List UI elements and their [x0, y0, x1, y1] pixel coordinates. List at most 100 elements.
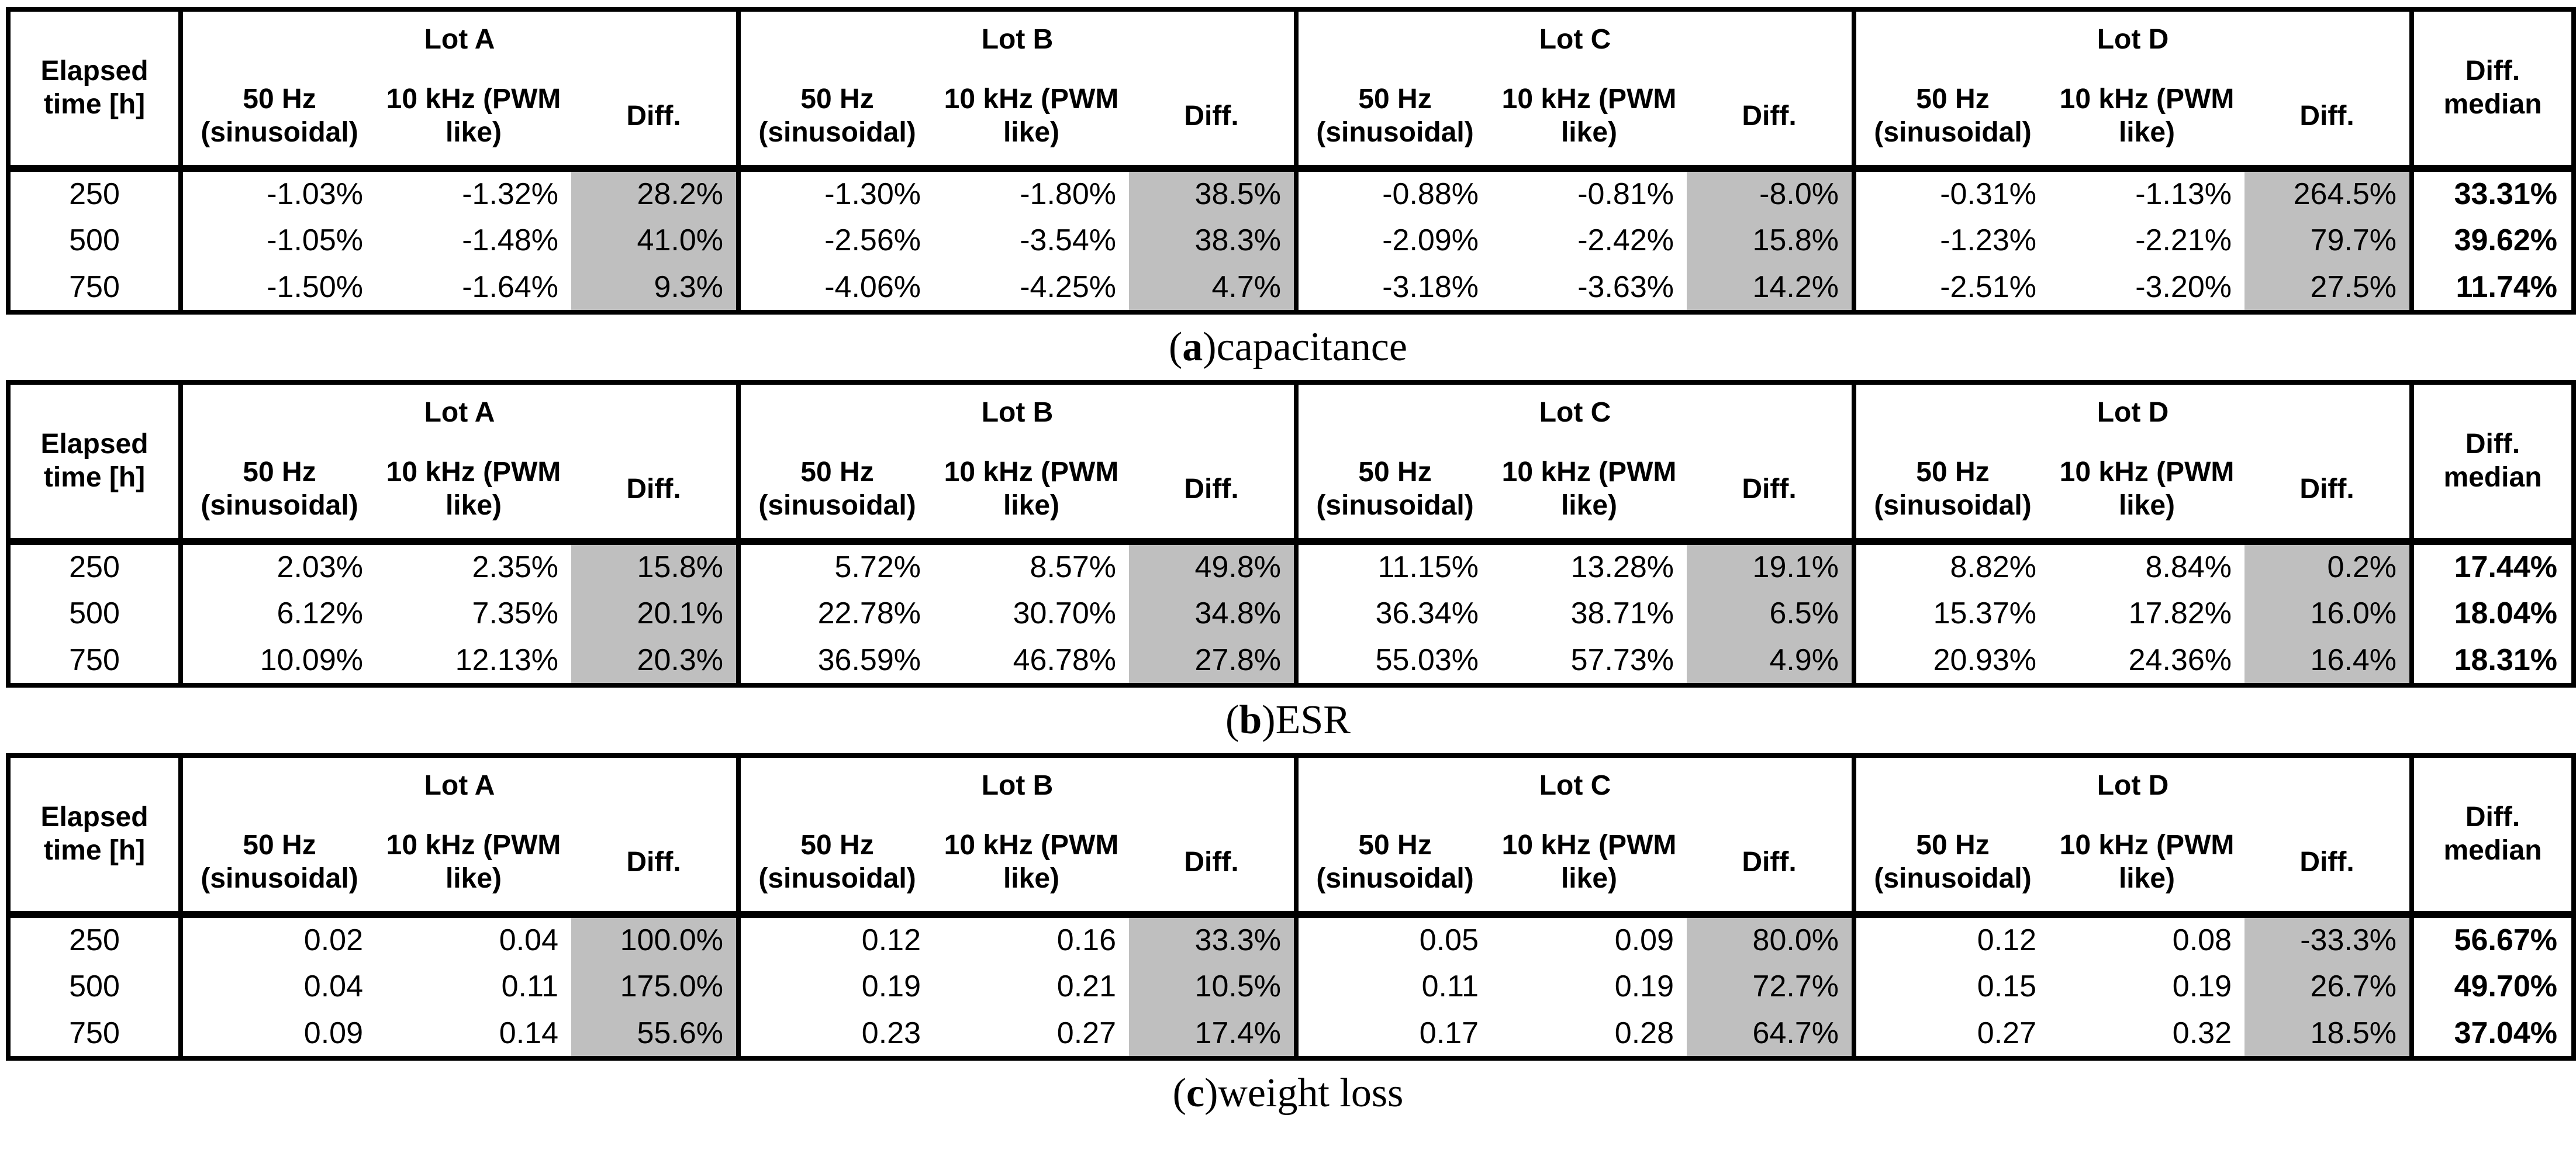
value-cell-50hz: 0.09 [178, 1010, 376, 1058]
value-cell-10khz: 0.27 [1056, 1016, 1116, 1050]
tables-root: Elapsed time [h] Lot A Lot B Lot C Lot D Diff… [0, 7, 2576, 1126]
lot-header: Lot C [1294, 382, 1854, 441]
diff-cell: 55.6% [571, 1010, 738, 1058]
diff-cell: 27.5% [2244, 264, 2412, 312]
diff-cell: -8.0% [1687, 168, 1854, 216]
diff-cell: 15.8% [571, 541, 738, 589]
value-cell-50hz: 20.93% [1852, 637, 2049, 685]
diff-median-cell: 33.31% [2409, 168, 2574, 216]
freq-10khz-header: 10 kHz (PWM like) [376, 814, 571, 918]
diff-cell: 175.0% [571, 962, 738, 1010]
caption-label: capacitance [1216, 325, 1407, 370]
value-cell-50hz: 15.37% [1852, 589, 2049, 637]
measurement-table-b: Elapsed time [h] Lot A Lot B Lot C Lot D Diff… [6, 380, 2576, 688]
value-cell-10khz: -4.25% [1020, 270, 1116, 304]
value-cell-50hz: 0.05 [1294, 914, 1491, 962]
value-cell-10khz: 24.36% [2128, 643, 2232, 677]
value-cell-50hz: 55.03% [1294, 637, 1491, 685]
value-cell-10khz: -1.32% [462, 177, 558, 211]
value-cell-10khz: 8.57% [1030, 550, 1116, 584]
freq-50hz-header: 50 Hz (sinusoidal) [178, 814, 376, 918]
caption-letter: a [1182, 325, 1203, 370]
table-row: 500 6.12% 7.35% 20.1% 22.78% 30.70% 34.8% 36.34… [8, 589, 2574, 637]
value-cell-10khz: -3.54% [1020, 223, 1116, 257]
lot-header: Lot D [1852, 382, 2412, 441]
value-cell-10khz: 0.21 [1056, 969, 1116, 1003]
value-cell-10khz: 0.11 [501, 969, 558, 1003]
table-row: 250 0.02 0.04 100.0% 0.12 0.16 33.3% 0.05 0.09 80… [8, 914, 2574, 962]
diff-cell: 16.4% [2244, 637, 2412, 685]
diff-header: Diff. [571, 814, 738, 918]
diff-median-header: Diff. median [2409, 382, 2574, 545]
elapsed-time-cell: 250 [69, 550, 120, 584]
diff-cell: 27.8% [1129, 637, 1296, 685]
diff-header: Diff. [1687, 68, 1854, 172]
value-cell-10khz: 8.84% [2145, 550, 2232, 584]
value-cell-50hz: -1.50% [178, 264, 376, 312]
diff-cell: 16.0% [2244, 589, 2412, 637]
table-row: 750 -1.50% -1.64% 9.3% -4.06% -4.25% 4.7% -3.18… [8, 264, 2574, 312]
diff-cell: 41.0% [571, 216, 738, 264]
measurement-table-a: Elapsed time [h] Lot A Lot B Lot C Lot D Diff… [6, 7, 2576, 315]
lot-header: Lot D [1852, 755, 2412, 814]
elapsed-time-cell: 750 [69, 643, 120, 677]
freq-10khz-header: 10 kHz (PWM like) [1491, 68, 1687, 172]
value-cell-10khz: -2.21% [2135, 223, 2232, 257]
freq-10khz-header: 10 kHz (PWM like) [376, 68, 571, 172]
value-cell-10khz: 30.70% [1013, 596, 1116, 630]
diff-cell: 10.5% [1129, 962, 1296, 1010]
value-cell-50hz: -0.31% [1852, 168, 2049, 216]
freq-10khz-header: 10 kHz (PWM like) [2049, 814, 2244, 918]
diff-cell: 80.0% [1687, 914, 1854, 962]
elapsed-time-header: Elapsed time [h] [8, 9, 181, 172]
value-cell-10khz: 0.04 [499, 923, 558, 957]
value-cell-50hz: -1.30% [736, 168, 934, 216]
freq-10khz-header: 10 kHz (PWM like) [2049, 441, 2244, 545]
value-cell-10khz: 0.14 [499, 1016, 558, 1050]
value-cell-10khz: -2.42% [1577, 223, 1674, 257]
value-cell-10khz: -0.81% [1577, 177, 1674, 211]
lot-header: Lot A [178, 755, 738, 814]
value-cell-50hz: 0.12 [1852, 914, 2049, 962]
value-cell-50hz: 0.15 [1852, 962, 2049, 1010]
diff-cell: 20.1% [571, 589, 738, 637]
diff-median-cell: 17.44% [2409, 541, 2574, 589]
table-row: 250 -1.03% -1.32% 28.2% -1.30% -1.80% 38.5% -0.… [8, 168, 2574, 216]
caption-label: ESR [1275, 698, 1351, 743]
diff-median-cell: 56.67% [2409, 914, 2574, 962]
diff-header: Diff. [1129, 68, 1296, 172]
diff-header: Diff. [571, 68, 738, 172]
value-cell-50hz: -2.56% [736, 216, 934, 264]
caption-label: weight loss [1218, 1071, 1404, 1116]
lot-header: Lot B [736, 9, 1296, 68]
diff-cell: 15.8% [1687, 216, 1854, 264]
value-cell-50hz: -2.09% [1294, 216, 1491, 264]
diff-cell: 17.4% [1129, 1010, 1296, 1058]
diff-cell: 64.7% [1687, 1010, 1854, 1058]
value-cell-10khz: 0.19 [1614, 969, 1674, 1003]
lot-header: Lot C [1294, 9, 1854, 68]
value-cell-50hz: 5.72% [736, 541, 934, 589]
diff-header: Diff. [2244, 68, 2412, 172]
lot-header: Lot D [1852, 9, 2412, 68]
measurement-table-c: Elapsed time [h] Lot A Lot B Lot C Lot D Diff… [6, 753, 2576, 1061]
value-cell-50hz: 0.02 [178, 914, 376, 962]
value-cell-50hz: 0.23 [736, 1010, 934, 1058]
elapsed-time-cell: 500 [69, 223, 120, 257]
table-row: 750 10.09% 12.13% 20.3% 36.59% 46.78% 27.8% 55.… [8, 637, 2574, 685]
freq-50hz-header: 50 Hz (sinusoidal) [178, 68, 376, 172]
value-cell-50hz: -3.18% [1294, 264, 1491, 312]
value-cell-50hz: 0.27 [1852, 1010, 2049, 1058]
value-cell-50hz: 36.34% [1294, 589, 1491, 637]
value-cell-10khz: 38.71% [1570, 596, 1674, 630]
freq-50hz-header: 50 Hz (sinusoidal) [736, 441, 934, 545]
value-cell-50hz: 2.03% [178, 541, 376, 589]
diff-cell: -33.3% [2244, 914, 2412, 962]
freq-10khz-header: 10 kHz (PWM like) [934, 68, 1129, 172]
diff-cell: 19.1% [1687, 541, 1854, 589]
value-cell-10khz: -1.80% [1020, 177, 1116, 211]
table-header: Elapsed time [h] Lot A Lot B Lot C Lot D Diff… [8, 382, 2574, 545]
value-cell-10khz: -1.48% [462, 223, 558, 257]
elapsed-time-cell: 250 [69, 923, 120, 957]
